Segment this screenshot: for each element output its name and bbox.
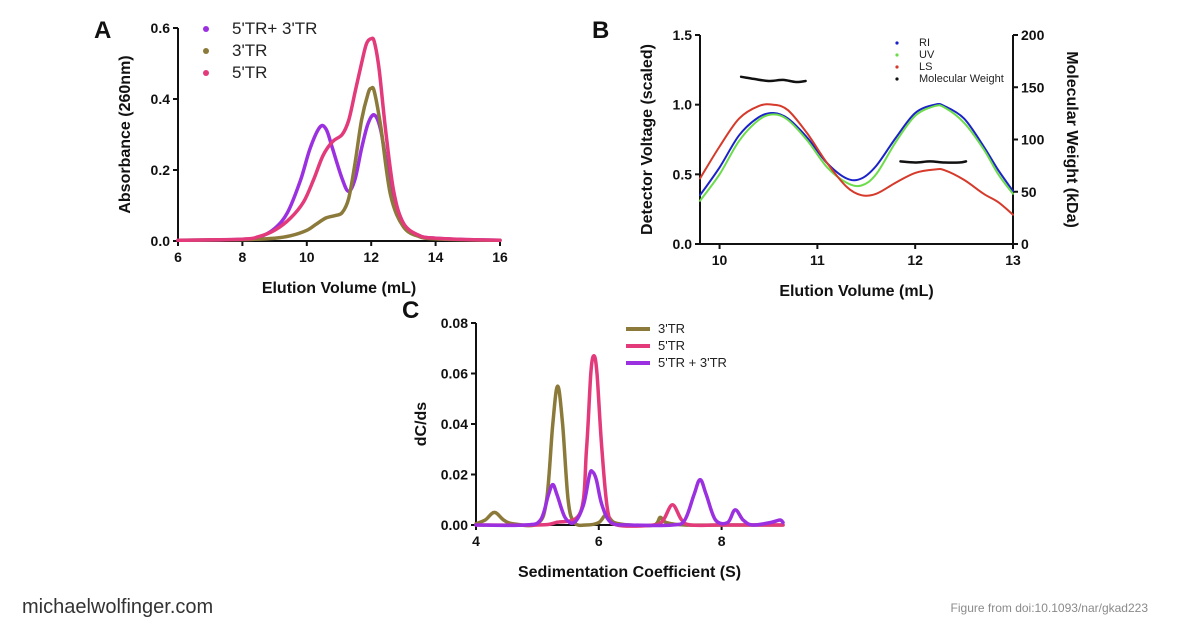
legend-label: RI [919,37,930,49]
y-tick-label: 0.4 [151,91,171,107]
legend-marker [895,41,899,45]
legend-label: 5'TR [232,63,267,82]
legend-label: Molecular Weight [919,73,1004,85]
site-name[interactable]: michaelwolfinger.com [22,596,214,618]
x-tick-label: 8 [718,533,726,549]
legend-marker [895,65,899,69]
y-tick-label: 0.0 [151,233,171,249]
y-axis-title: Absorbance (260nm) [117,55,134,213]
y-tick-label: 0.02 [441,467,468,483]
legend-label: 5'TR + 3'TR [658,355,727,370]
x-tick-label: 6 [595,533,603,549]
y-tick-label: 0.5 [673,166,693,182]
x-tick-label: 8 [239,249,247,265]
y2-tick-label: 100 [1021,132,1045,148]
y2-tick-label: 0 [1021,236,1029,252]
x-tick-label: 6 [174,249,182,265]
series-line [474,384,785,528]
legend-label: LS [919,61,932,73]
series-line [176,36,502,243]
chart-panel-b: 10 11 12 13 0.0 0.5 1.0 1.5 0 50 100 150 200 Elution … [639,27,1080,300]
y-tick-label: 0.00 [441,517,468,533]
legend-marker [203,70,209,76]
y-axis-title: dC/ds [413,402,430,447]
y-axis-title: Detector Voltage (scaled) [639,44,656,235]
x-tick-label: 4 [472,533,480,549]
molecular-weight-line [899,160,968,164]
x-tick-label: 10 [712,252,728,268]
x-tick-label: 16 [492,249,508,265]
legend-marker [203,48,209,54]
legend-label: 3'TR [232,41,267,60]
series-line [699,104,1014,202]
y-tick-label: 1.5 [673,27,693,43]
legend-label: UV [919,49,935,61]
legend: 5'TR+ 3'TR 3'TR 5'TR [203,19,317,82]
series-line [699,103,1014,216]
x-axis-title: Elution Volume (mL) [262,280,416,297]
x-tick-label: 12 [907,252,923,268]
y2-axis-title: Molecular Weight (kDa) [1063,51,1080,228]
series-line [176,113,502,243]
legend-marker [203,26,209,32]
y2-tick-label: 50 [1021,184,1037,200]
figure-credit: Figure from doi:10.1093/nar/gkad223 [950,601,1148,615]
y-tick-label: 1.0 [673,97,693,113]
legend-marker [895,53,899,57]
legend-label: 5'TR+ 3'TR [232,19,317,38]
x-tick-label: 11 [810,252,825,268]
legend-label: 3'TR [658,321,685,336]
chart-panel-c: 4 6 8 0.00 0.02 0.04 0.06 0.08 Sedimentation Coe… [413,315,785,581]
series-line [176,85,502,243]
y-tick-label: 0.0 [673,236,693,252]
y-tick-label: 0.2 [151,162,171,178]
y-tick-label: 0.06 [441,366,468,382]
x-tick-label: 14 [428,249,444,265]
y2-tick-label: 200 [1021,27,1045,43]
y-tick-label: 0.04 [441,416,468,432]
legend: 3'TR 5'TR 5'TR + 3'TR [626,321,727,370]
molecular-weight-line [739,75,807,84]
series-line [474,354,785,528]
x-tick-label: 13 [1005,252,1021,268]
y-tick-label: 0.6 [151,20,171,36]
series-line [699,102,1014,197]
y-tick-label: 0.08 [441,315,468,331]
x-axis-title: Sedimentation Coefficient (S) [518,564,741,581]
x-tick-label: 10 [299,249,315,265]
legend-marker [895,77,899,81]
x-tick-label: 12 [363,249,379,265]
panel-label-c: C [402,297,419,324]
x-axis-title: Elution Volume (mL) [779,283,933,300]
panel-label-b: B [592,17,609,44]
chart-panel-a: 6 8 10 12 14 16 0.0 0.2 0.4 0.6 Elution Volume (mL… [117,19,508,297]
panel-label-a: A [94,17,111,44]
y2-tick-label: 150 [1021,79,1045,95]
legend-label: 5'TR [658,338,685,353]
series-line [474,469,785,528]
